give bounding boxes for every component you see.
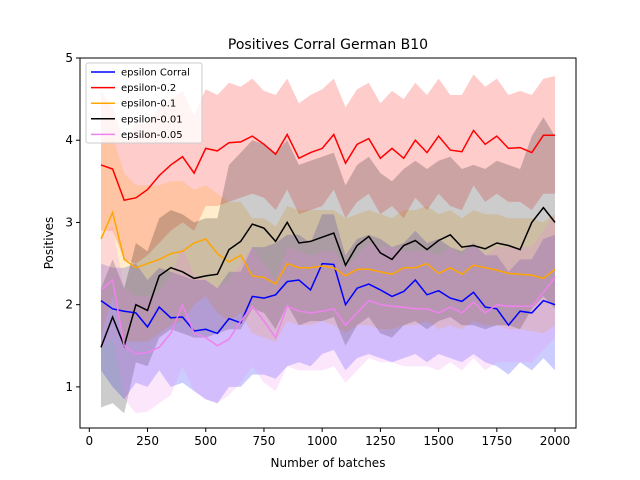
x-axis: 0 250 500 750 1000 1250 1500 1750 2000 <box>85 428 570 448</box>
x-tick-label-2: 500 <box>194 434 217 448</box>
legend: epsilon Corral epsilon-0.2 epsilon-0.1 epsi… <box>85 62 203 144</box>
legend-box <box>85 62 203 144</box>
lines-layer <box>100 129 556 355</box>
series-band-0 <box>101 214 555 404</box>
y-tick-label-4: 5 <box>65 51 73 65</box>
bands-layer <box>101 74 555 414</box>
y-axis: 1 2 3 4 5 <box>65 51 80 394</box>
x-tick-label-5: 1250 <box>365 434 396 448</box>
series-band-3 <box>101 117 555 414</box>
x-tick-label-6: 1500 <box>423 434 454 448</box>
x-axis-label: Number of batches <box>271 456 386 470</box>
x-tick-label-7: 1750 <box>482 434 513 448</box>
legend-label-4: epsilon-0.05 <box>121 130 183 141</box>
y-tick-label-3: 4 <box>65 133 73 147</box>
legend-label-0: epsilon Corral <box>121 68 190 79</box>
series-line-3 <box>100 206 556 349</box>
series-line-1 <box>100 129 555 202</box>
x-tick-label-8: 2000 <box>540 434 571 448</box>
series-band-2 <box>101 136 555 342</box>
series-line-4 <box>100 277 556 355</box>
chart-title: Positives Corral German B10 <box>228 37 428 53</box>
series-band-1 <box>101 74 555 264</box>
x-tick-label-1: 250 <box>136 434 159 448</box>
x-tick-label-3: 750 <box>253 434 276 448</box>
legend-label-3: epsilon-0.01 <box>121 114 183 125</box>
x-tick-label-4: 1000 <box>307 434 338 448</box>
x-tick-label-0: 0 <box>85 434 93 448</box>
axes-frame <box>79 57 577 429</box>
y-axis-label: Positives <box>42 217 56 270</box>
y-tick-label-0: 1 <box>65 380 73 394</box>
series-line-2 <box>100 210 556 286</box>
legend-label-2: epsilon-0.1 <box>121 99 176 110</box>
y-tick-label-1: 2 <box>65 298 73 312</box>
y-tick-label-2: 3 <box>65 215 73 229</box>
series-band-4 <box>101 214 555 414</box>
plot-area <box>79 57 577 429</box>
legend-label-1: epsilon-0.2 <box>121 83 176 94</box>
